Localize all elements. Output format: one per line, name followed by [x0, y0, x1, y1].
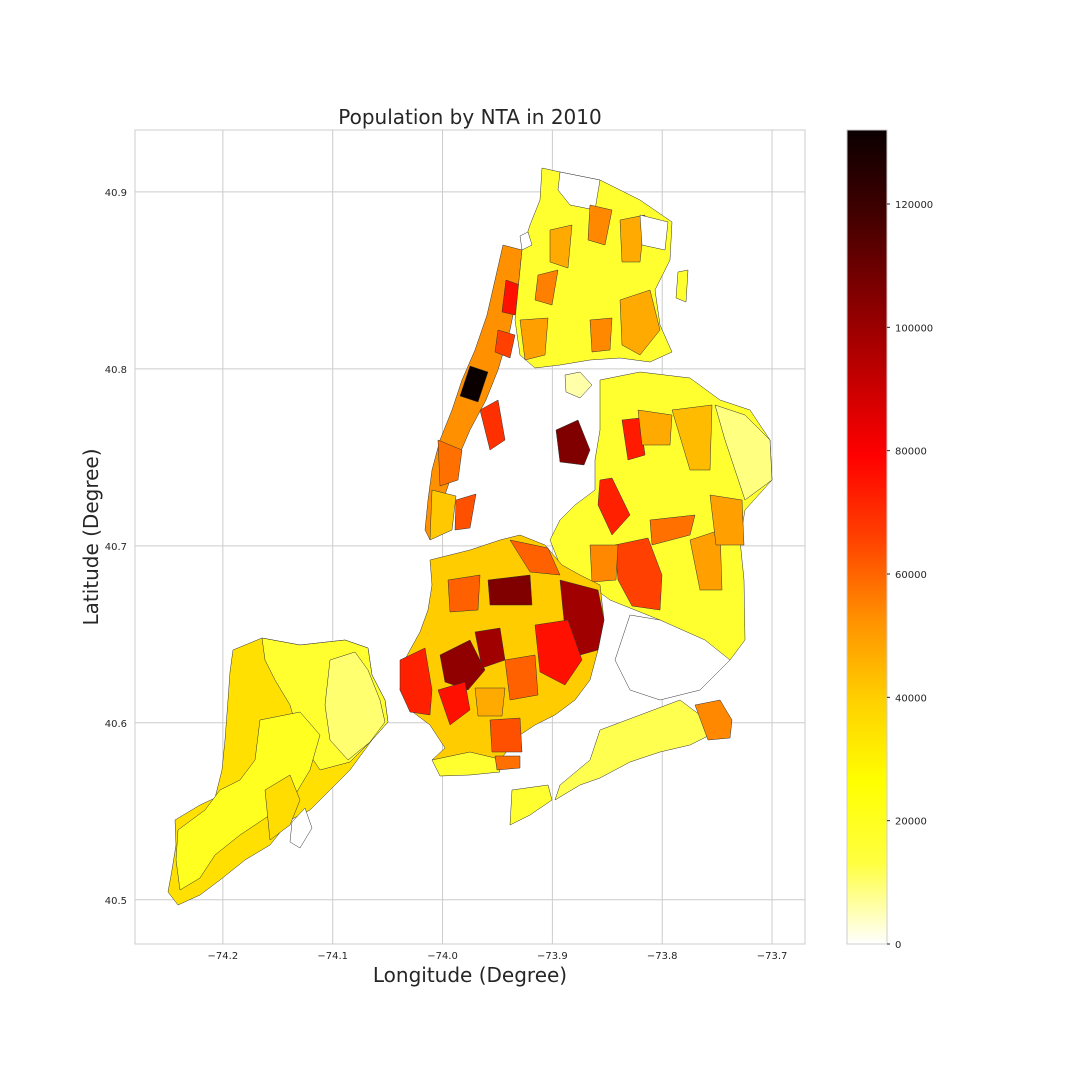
- nta-region: [501, 279, 521, 316]
- nta-region: [519, 317, 549, 361]
- axes-frame: [134, 129, 806, 945]
- nta-region: [639, 214, 669, 251]
- nta-region: [671, 404, 713, 471]
- x-tick-label: −73.7: [757, 951, 788, 962]
- nta-region: [534, 619, 583, 686]
- nta-region: [621, 417, 646, 461]
- nyc-map: [167, 167, 773, 906]
- nta-region: [504, 654, 539, 701]
- nta-region: [479, 399, 506, 451]
- nta-region: [454, 493, 477, 531]
- y-tick-label: 40.7: [105, 542, 127, 553]
- nta-region: [264, 774, 301, 841]
- nta-region: [289, 807, 313, 849]
- nta-region: [589, 544, 619, 583]
- nta-region: [509, 784, 553, 826]
- y-tick-labels: 40.5 40.6 40.7 40.8 40.9: [105, 188, 127, 907]
- nta-region: [509, 539, 561, 576]
- y-axis-label: Latitude (Degree): [79, 448, 103, 625]
- nta-region: [587, 204, 613, 246]
- x-axis-label: Longitude (Degree): [373, 963, 567, 987]
- nta-region: [564, 371, 593, 399]
- nta-region: [709, 494, 745, 546]
- nta-region: [429, 489, 457, 541]
- nta-region: [557, 171, 601, 211]
- colorbar-tick-label: 100000: [895, 323, 933, 334]
- y-tick-label: 40.6: [105, 719, 127, 730]
- nta-region: [619, 214, 646, 263]
- nta-region: [474, 687, 506, 717]
- colorbar-tick-label: 60000: [895, 570, 927, 581]
- x-tick-label: −74.0: [427, 951, 458, 962]
- y-tick-label: 40.9: [105, 188, 127, 199]
- y-tick-label: 40.5: [105, 896, 127, 907]
- nta-region: [689, 529, 723, 591]
- nta-region: [549, 224, 573, 269]
- x-tick-label: −73.8: [647, 951, 678, 962]
- chart-title: Population by NTA in 2010: [338, 105, 601, 129]
- y-tick-label: 40.8: [105, 365, 127, 376]
- nta-region: [619, 289, 661, 356]
- nta-region: [554, 699, 711, 801]
- nta-region: [534, 269, 559, 306]
- nta-region: [489, 717, 523, 753]
- x-tick-label: −74.1: [317, 951, 348, 962]
- nta-region: [614, 537, 663, 611]
- nta-region: [614, 614, 731, 701]
- nta-region: [714, 404, 773, 501]
- nta-region: [447, 574, 481, 613]
- colorbar-tick-label: 0: [895, 940, 901, 951]
- colorbar-tick-label: 120000: [895, 200, 933, 211]
- nta-region: [597, 477, 631, 536]
- colorbar: [846, 129, 888, 945]
- nta-region: [431, 751, 501, 777]
- nta-region: [175, 711, 321, 891]
- nta-region: [437, 681, 471, 726]
- nta-region: [675, 269, 689, 303]
- colorbar-tick-label: 80000: [895, 447, 927, 458]
- nta-region: [494, 329, 516, 359]
- colorbar-tick-labels: 0 20000 40000 60000 80000 100000 120000: [887, 200, 933, 951]
- nta-region: [637, 409, 673, 446]
- nta-region: [487, 574, 533, 606]
- x-tick-label: −74.2: [208, 951, 239, 962]
- x-tick-labels: −74.2 −74.1 −74.0 −73.9 −73.8 −73.7: [208, 951, 788, 962]
- nta-region: [555, 419, 591, 466]
- nta-region: [494, 755, 521, 771]
- colorbar-tick-label: 40000: [895, 693, 927, 704]
- nta-region: [399, 647, 433, 716]
- nta-region: [459, 365, 489, 403]
- nta-region: [519, 231, 533, 251]
- nta-region: [439, 639, 486, 691]
- nta-region: [437, 439, 463, 487]
- nta-region: [589, 317, 613, 353]
- x-tick-label: −73.9: [537, 951, 568, 962]
- colorbar-tick-label: 20000: [895, 817, 927, 828]
- nta-region: [324, 651, 386, 761]
- nta-region: [694, 699, 733, 741]
- nta-region: [649, 514, 696, 546]
